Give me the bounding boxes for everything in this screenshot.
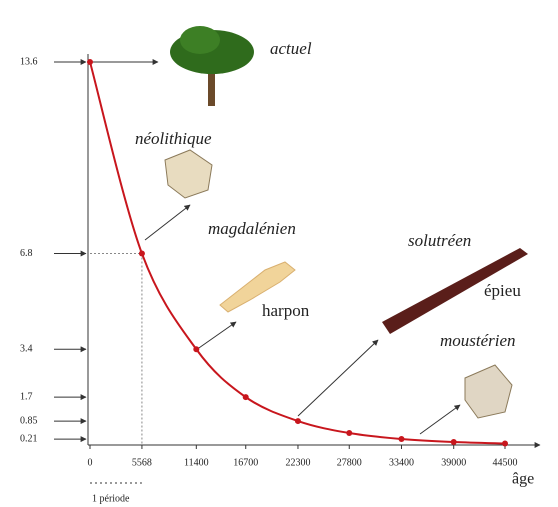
x-tick-label: 44500 <box>493 457 518 468</box>
x-tick-label: 0 <box>88 457 93 468</box>
annotation: magdalénien <box>208 219 296 238</box>
x-axis-label: âge <box>512 471 534 488</box>
annotation: harpon <box>262 301 310 320</box>
annotation: moustérien <box>440 331 516 350</box>
y-tick-label: 13.6 <box>20 56 38 67</box>
x-tick-label: 5568 <box>132 457 152 468</box>
x-tick-label: 39000 <box>441 457 466 468</box>
data-point <box>346 430 353 437</box>
x-tick-label: 27800 <box>337 457 362 468</box>
y-tick-label: 0.21 <box>20 433 38 444</box>
data-point <box>138 250 145 257</box>
harpoon-icon <box>219 261 296 313</box>
data-point <box>398 436 405 443</box>
data-point <box>502 440 508 447</box>
data-point <box>193 346 200 353</box>
period-label: 1 période <box>92 493 130 504</box>
annotation: actuel <box>270 39 312 58</box>
data-point <box>294 418 301 425</box>
tree-icon <box>170 26 254 106</box>
spear-icon <box>382 248 528 334</box>
tool-icon <box>464 364 513 419</box>
y-tick-label: 1.7 <box>20 391 33 402</box>
x-tick-label: 16700 <box>233 457 258 468</box>
stone-icon <box>164 149 213 199</box>
annotation: épieu <box>484 281 521 300</box>
y-tick-label: 6.8 <box>20 248 33 259</box>
x-tick-label: 22300 <box>285 457 310 468</box>
decay-curve <box>89 61 506 445</box>
y-tick-label: 3.4 <box>20 344 33 355</box>
data-point <box>242 394 249 401</box>
annotation: solutréen <box>408 231 471 250</box>
data-point <box>87 59 93 65</box>
data-point <box>450 439 457 446</box>
x-tick-label: 33400 <box>389 457 414 468</box>
arrows <box>90 59 461 435</box>
y-tick-label: 0.85 <box>20 415 38 426</box>
annotation: néolithique <box>135 129 212 148</box>
x-tick-label: 11400 <box>184 457 209 468</box>
